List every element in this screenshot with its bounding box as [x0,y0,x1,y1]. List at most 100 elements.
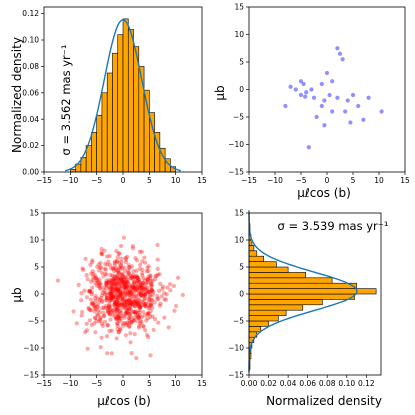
scatter-point [330,109,335,114]
x-tick-label: −10 [62,379,78,388]
scatter-point [121,235,127,240]
scatter-point [118,284,123,289]
scatter-point [137,301,142,306]
scatter-point [112,263,117,268]
scatter-point [115,302,120,307]
histogram-bar [101,92,108,173]
x-tick-label: −5 [91,176,102,185]
scatter-point [109,298,114,303]
scatter-point [79,298,84,303]
scatter-point [136,315,141,321]
scatter-point [117,260,122,266]
scatter-point [119,273,124,278]
scatter-point [135,310,140,316]
scatter-point [132,332,137,337]
scatter-point [132,284,137,290]
scatter-point [113,287,118,292]
scatter-point [141,287,146,292]
scatter-point [115,314,120,319]
y-tick-label: −10 [228,140,244,149]
scatter-point [139,320,144,325]
scatter-point [127,316,132,321]
scatter-point [93,315,98,321]
scatter-point [130,288,135,294]
scatter-point [108,281,113,286]
scatter-point [134,356,139,361]
scatter-point [145,285,150,290]
scatter-point [112,310,117,315]
scatter-point [81,267,86,272]
scatter-point [118,281,124,286]
histogram-bar [248,293,355,300]
scatter-point [132,300,137,305]
scatter-point [113,292,118,297]
scatter-point [127,265,132,270]
plot-frame [248,6,406,173]
scatter-point [132,315,138,320]
scatter-point [80,309,85,315]
scatter-point [146,290,151,295]
scatter-point [118,327,123,333]
scatter-point [103,305,108,311]
scatter-point [133,311,138,317]
histogram-bar [149,112,155,173]
scatter-point [155,266,160,271]
scatter-point [298,92,304,98]
scatter-point [113,267,118,272]
scatter-point [110,278,116,283]
scatter-point [117,275,122,280]
ylabel-top-right: μb [213,85,227,100]
scatter-point [101,285,106,290]
scatter-point [86,307,91,312]
x-tick-label: 0.02 [260,379,277,388]
scatter-point [111,266,116,271]
scatter-point [112,294,118,299]
scatter-point [115,287,120,292]
scatter-point [83,330,88,335]
scatter-point [119,276,124,281]
scatter-point [125,279,131,285]
y-tick-label: 5 [34,263,39,272]
scatter-point [87,288,93,294]
scatter-point [146,268,151,274]
scatter-point [136,315,142,320]
scatter-point [171,283,176,289]
scatter-point [120,321,125,326]
scatter-point [85,346,90,351]
scatter-point [164,297,169,302]
plot-frame [248,212,382,376]
scatter-point [97,268,102,273]
scatter-point [141,290,146,296]
histogram-bar [248,299,323,306]
scatter-point [107,310,112,315]
scatter-point [92,309,97,314]
scatter-point [133,304,138,309]
scatter-point [96,308,101,313]
scatter-point [123,257,129,262]
scatter-point [139,302,145,307]
scatter-point [123,255,128,261]
scatter-point [96,313,101,318]
scatter-point [115,273,120,278]
scatter-point [139,286,144,291]
scatter-point [152,316,158,322]
scatter-point [111,289,116,294]
histogram-bar [248,239,253,246]
scatter-point [87,289,92,295]
scatter-point [124,298,129,303]
scatter-point [114,258,119,263]
scatter-point [120,279,125,284]
scatter-point [130,286,135,291]
scatter-point [106,305,111,310]
scatter-point [141,285,146,290]
y-tick-label: −15 [228,168,244,177]
scatter-point [301,81,306,87]
scatter-point [110,273,115,278]
scatter-point [142,296,147,301]
scatter-point [110,280,116,285]
scatter-point [141,323,146,329]
ylabel-top-left: Normalized density [10,37,24,153]
scatter-point [113,316,119,321]
annotation-top-left: σ = 3.562 mas yr⁻¹ [59,45,73,156]
scatter-point [117,281,122,286]
